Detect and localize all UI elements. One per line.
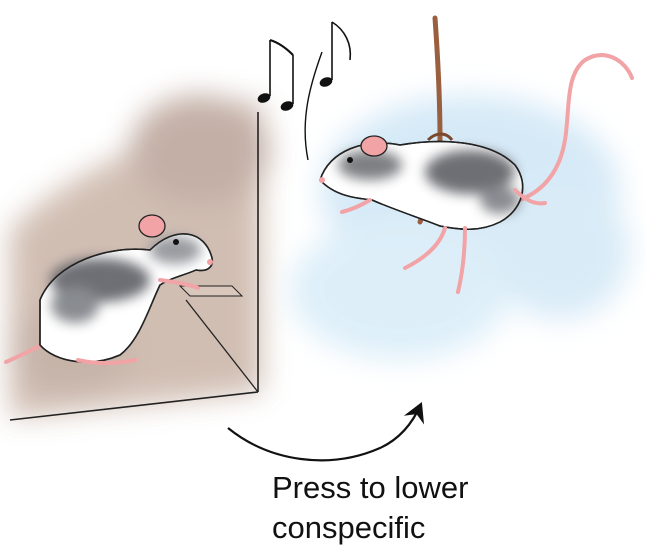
rat-suspended — [319, 53, 634, 294]
rat-left-eye — [173, 239, 179, 245]
caption-line-2: conspecific — [272, 510, 426, 545]
rat-right-hind-leg — [403, 226, 447, 270]
caption: Press to lower conspecific — [272, 468, 468, 548]
music-notes-icon — [257, 21, 352, 161]
curved-arrow-icon — [227, 401, 425, 462]
rat-left-nose — [207, 259, 213, 265]
rat-right-eye — [347, 157, 353, 163]
lever-panel — [178, 285, 244, 297]
caption-line-1: Press to lower — [272, 470, 469, 505]
rat-pressing-lever — [4, 214, 214, 365]
rat-left-ear — [138, 214, 166, 238]
rat-left-paw — [158, 278, 200, 290]
rat-right-ear — [360, 135, 388, 157]
rat-right-tail — [518, 53, 634, 202]
chamber-floor-edge — [9, 391, 259, 421]
rat-left-foot — [76, 358, 137, 365]
rat-right-front-paw — [340, 198, 372, 214]
chamber-corner-edge — [185, 299, 259, 393]
rat-right-tail-base — [513, 188, 547, 206]
rat-right-nose — [319, 177, 325, 183]
rat-right-hind-leg-2 — [456, 226, 467, 294]
